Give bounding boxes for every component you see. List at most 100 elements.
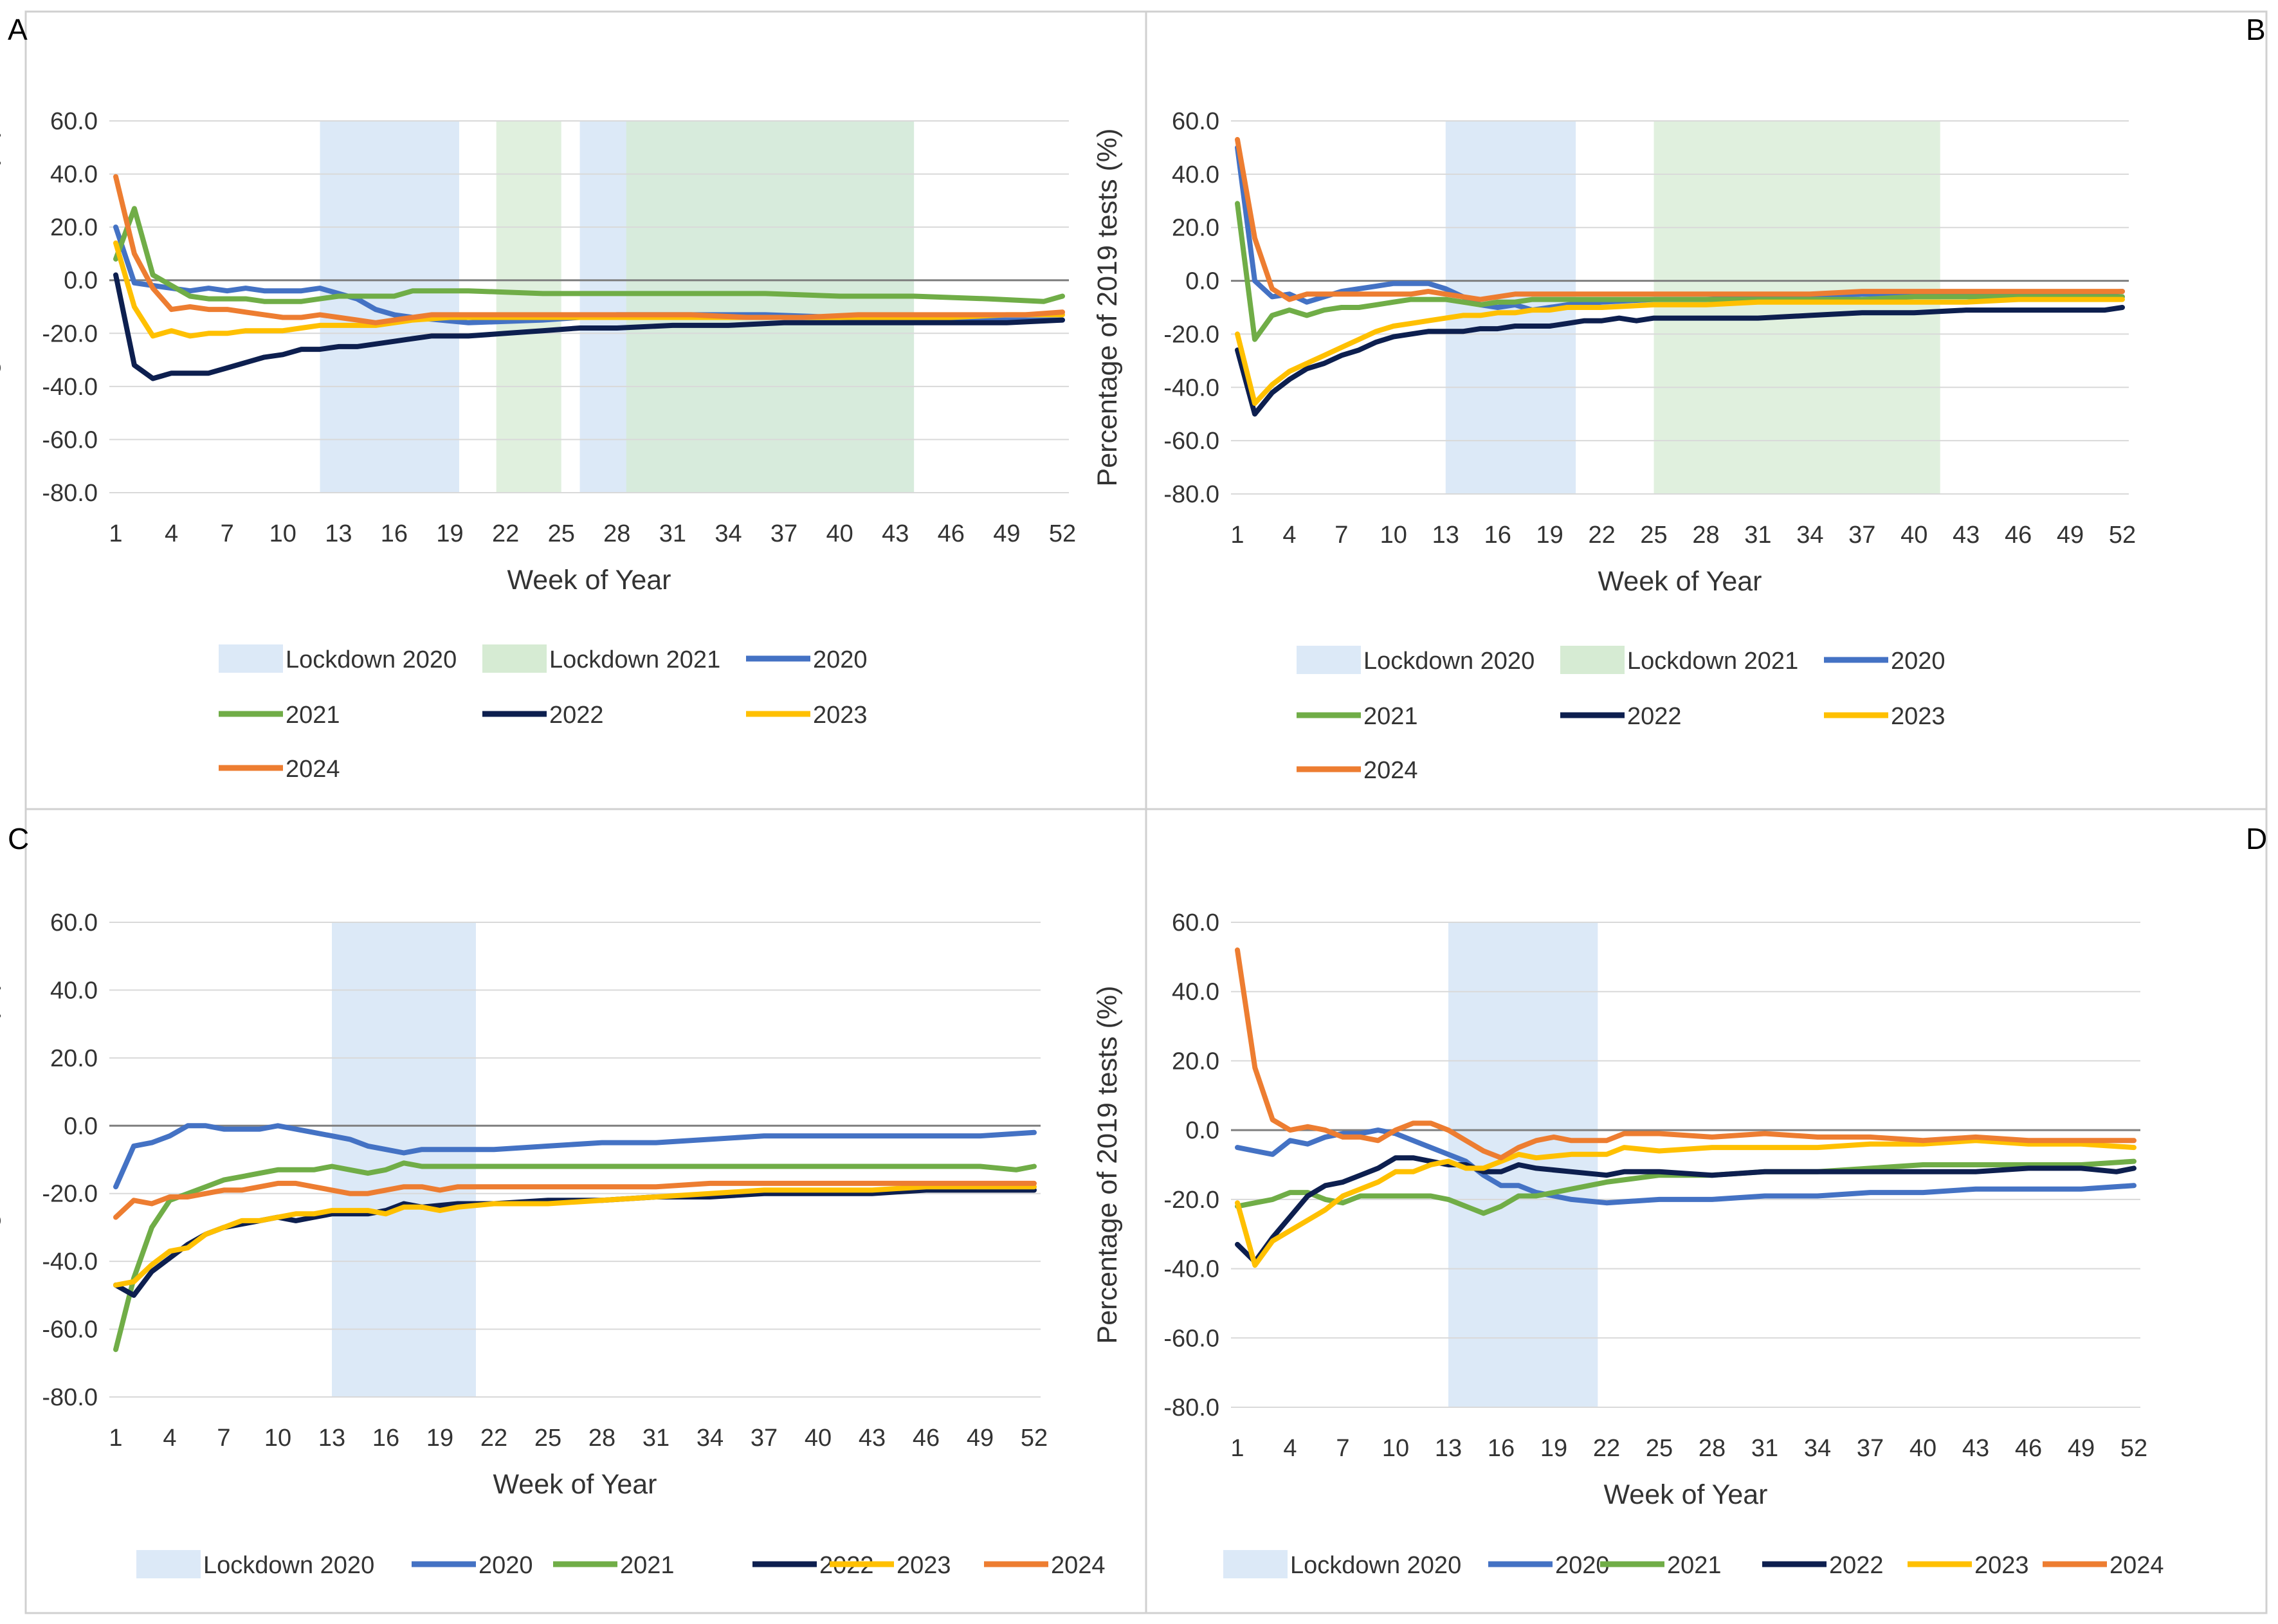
x-tick-label: 22 [480, 1425, 507, 1452]
legend-label-lockdown-2020: Lockdown 2020 [203, 1552, 374, 1579]
legend-label-lockdown-2020: Lockdown 2020 [1363, 648, 1535, 675]
x-tick-label: 52 [2109, 522, 2136, 549]
x-tick-label: 10 [1380, 522, 1407, 549]
x-tick-label: 31 [1751, 1435, 1778, 1462]
x-tick-label: 4 [165, 520, 178, 547]
x-tick-label: 7 [221, 520, 234, 547]
legend-label-lockdown-2021: Lockdown 2021 [549, 646, 720, 673]
y-tick-label: -80.0 [1163, 481, 1219, 508]
x-tick-label: 43 [1953, 522, 1980, 549]
legend-swatch-lockdown-2020 [1297, 646, 1361, 674]
y-tick-label: 60.0 [1172, 108, 1219, 135]
panel-c-letter: C [8, 822, 29, 855]
series-line-2023 [113, 1184, 1037, 1288]
series-line-2021 [1235, 1158, 2137, 1216]
y-tick-label: -40.0 [42, 374, 98, 401]
series-line-2024 [113, 174, 1065, 325]
x-tick-label: 19 [436, 520, 463, 547]
x-tick-label: 34 [1796, 522, 1823, 549]
x-tick-label: 40 [1900, 522, 1927, 549]
series-line-2020 [1235, 145, 2125, 313]
x-tick-label: 28 [1692, 522, 1719, 549]
series-line-2021 [113, 206, 1065, 304]
legend-label-2023: 2023 [897, 1552, 951, 1579]
y-tick-label: 20.0 [1172, 215, 1219, 242]
x-tick-label: 22 [1593, 1435, 1620, 1462]
x-tick-label: 1 [1230, 522, 1244, 549]
y-tick-label: -60.0 [1163, 428, 1219, 455]
legend-label-2022: 2022 [1829, 1552, 1884, 1579]
legend-swatch-lockdown-2021 [482, 644, 547, 673]
lockdown-band-2021-1 [626, 121, 915, 493]
legend-label-lockdown-2020: Lockdown 2020 [286, 646, 457, 673]
legend-swatch-lockdown-2020 [219, 644, 283, 673]
legend-label-2023: 2023 [813, 702, 868, 729]
x-tick-label: 28 [603, 520, 630, 547]
x-tick-label: 34 [715, 520, 742, 547]
legend-label-lockdown-2020: Lockdown 2020 [1290, 1552, 1461, 1579]
y-tick-label: -80.0 [42, 1384, 98, 1411]
chart-panel-c: 60.0 40.0 20.0 0.0 -20.0 -40.0 -60.0 -80.0 1 4 7 10… [0, 909, 1106, 1579]
legend-swatch-lockdown-2020 [1223, 1550, 1288, 1578]
y-tick-label: -20.0 [1163, 321, 1219, 348]
x-tick-label: 46 [2015, 1435, 2042, 1462]
chart-panel-b: 60.0 40.0 20.0 0.0 -20.0 -40.0 -60.0 -80.0 1 4 7 10… [1092, 108, 2136, 784]
x-tick-label: 13 [1435, 1435, 1462, 1462]
lockdown-band-2021-0 [496, 121, 561, 493]
legend-label-2023: 2023 [1891, 703, 1945, 730]
x-tick-label: 52 [1021, 1425, 1048, 1452]
x-tick-label: 28 [1699, 1435, 1726, 1462]
x-tick-label: 52 [1049, 520, 1076, 547]
x-tick-label: 40 [1909, 1435, 1936, 1462]
y-axis-title: Percentage of 2019 tests (%) [1092, 129, 1123, 487]
y-tick-label: 40.0 [1172, 979, 1219, 1006]
panel-d-letter: D [2246, 822, 2267, 855]
x-tick-label: 34 [697, 1425, 724, 1452]
x-tick-label: 49 [2068, 1435, 2095, 1462]
x-tick-label: 43 [859, 1425, 886, 1452]
x-tick-label: 4 [163, 1425, 176, 1452]
panel-d-border [1145, 808, 2268, 1614]
y-tick-label: 0.0 [1185, 1117, 1219, 1144]
x-tick-label: 4 [1283, 1435, 1297, 1462]
legend-label-2020: 2020 [1891, 648, 1945, 675]
series-line-2022 [1235, 305, 2125, 417]
legend-swatch-lockdown-2021 [1560, 646, 1625, 674]
x-tick-label: 7 [217, 1425, 230, 1452]
y-tick-label: 40.0 [1172, 161, 1219, 188]
y-tick-label: 60.0 [1172, 909, 1219, 936]
x-tick-label: 1 [109, 520, 122, 547]
x-tick-label: 40 [826, 520, 853, 547]
series-line-2020 [1235, 1127, 2137, 1206]
x-tick-label: 16 [372, 1425, 399, 1452]
x-tick-label: 4 [1282, 522, 1296, 549]
y-tick-label: 60.0 [50, 108, 98, 135]
x-tick-label: 1 [1230, 1435, 1244, 1462]
x-tick-label: 19 [426, 1425, 453, 1452]
x-tick-label: 25 [548, 520, 575, 547]
series-line-2024 [1235, 137, 2125, 302]
lockdown-band-2021-0 [1654, 121, 1940, 494]
legend-label-2022: 2022 [549, 702, 604, 729]
series-line-2021 [113, 1160, 1037, 1353]
x-tick-label: 13 [325, 520, 352, 547]
y-tick-label: -80.0 [1163, 1394, 1219, 1421]
series-line-2023 [1235, 297, 2125, 406]
y-tick-label: 40.0 [50, 977, 98, 1004]
y-tick-label: -40.0 [1163, 374, 1219, 401]
series-line-2024 [113, 1180, 1037, 1220]
x-tick-label: 7 [1335, 522, 1348, 549]
legend-swatch-lockdown-2020 [136, 1550, 201, 1578]
y-tick-label: 40.0 [50, 161, 98, 188]
chart-panel-a: 60.0 40.0 20.0 0.0 -20.0 -40.0 -60.0 -80.0 1 4 7 10… [0, 108, 1076, 783]
x-tick-label: 25 [1646, 1435, 1673, 1462]
legend-label-2021: 2021 [1667, 1552, 1722, 1579]
legend-label-2020: 2020 [813, 646, 868, 673]
lockdown-band-2020-0 [332, 922, 476, 1397]
x-tick-label: 43 [882, 520, 909, 547]
y-tick-label: 20.0 [50, 1045, 98, 1072]
y-tick-label: -60.0 [42, 426, 98, 453]
y-tick-label: 20.0 [1172, 1048, 1219, 1075]
x-tick-label: 37 [1848, 522, 1875, 549]
